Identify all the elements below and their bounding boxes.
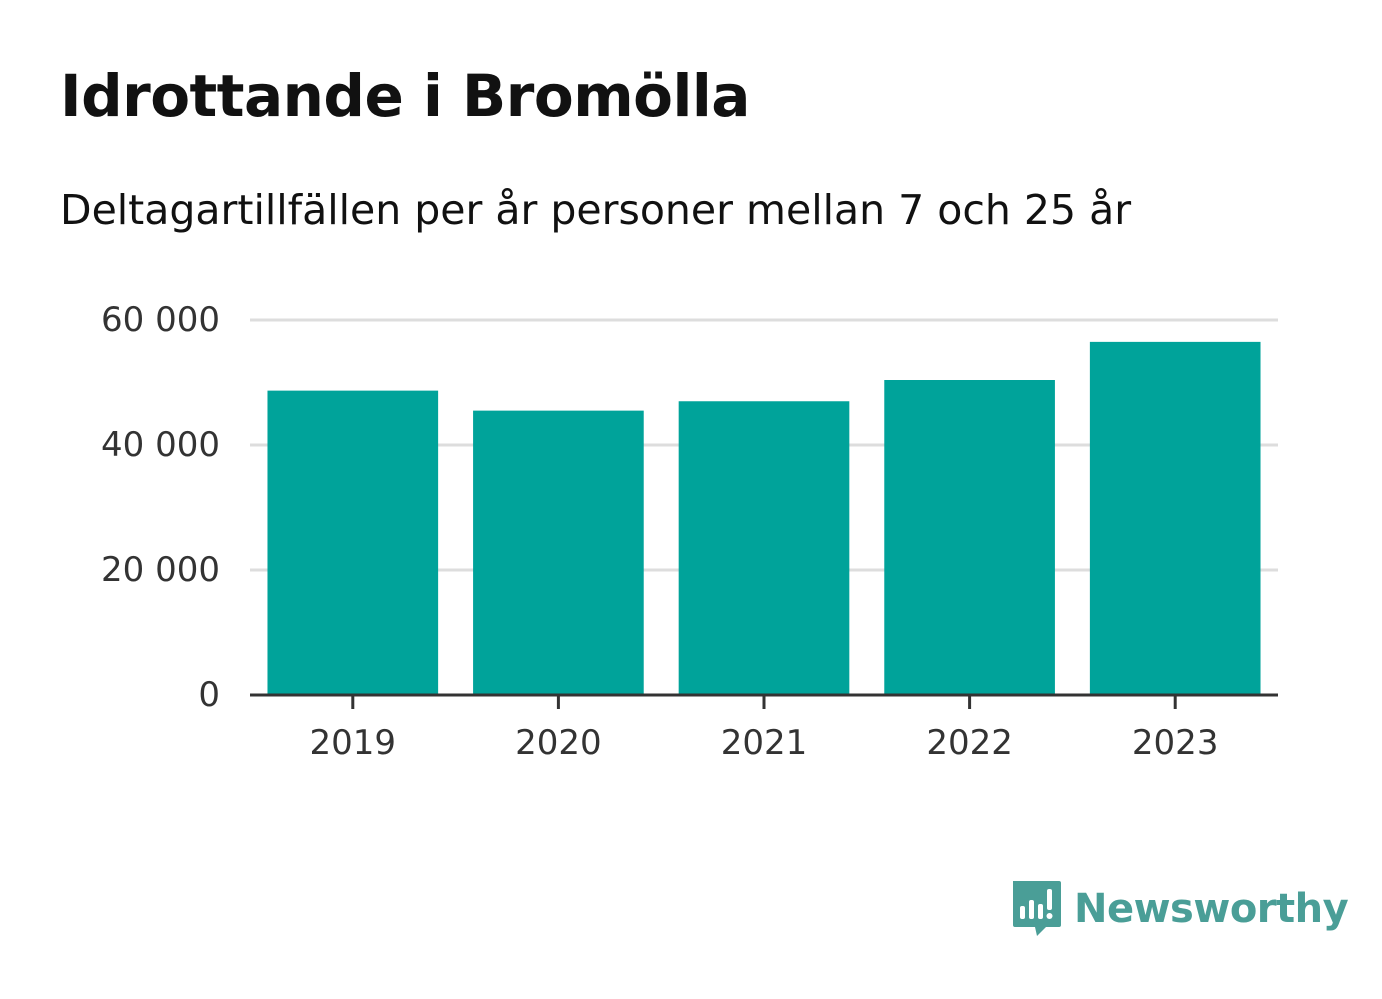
bar: [884, 380, 1055, 695]
x-tick-label: 2022: [926, 723, 1013, 763]
x-tick-label: 2020: [515, 723, 602, 763]
brand-logo: Newsworthy: [1010, 876, 1349, 942]
brand-name: Newsworthy: [1074, 886, 1349, 932]
chart-title: Idrottande i Bromölla: [60, 62, 750, 130]
x-tick-label: 2019: [310, 723, 397, 763]
newsworthy-logo-icon: [1013, 881, 1061, 936]
y-tick-label: 40 000: [101, 425, 220, 465]
tick-labels: 0 20 000 40 000 60 000 2019 2020 2021 2022 2023: [101, 300, 1218, 763]
x-tick-label: 2023: [1132, 723, 1219, 763]
bar: [473, 410, 644, 695]
axes: [250, 693, 1278, 709]
y-tick-label: 0: [198, 675, 220, 715]
y-tick-label: 60 000: [101, 300, 220, 340]
chart-subtitle: Deltagartillfällen per år personer mella…: [60, 186, 1132, 234]
y-tick-label: 20 000: [101, 550, 220, 590]
x-tick-label: 2021: [721, 723, 808, 763]
bar: [1089, 341, 1261, 695]
bar: [267, 390, 439, 695]
bars: [267, 341, 1261, 695]
bar: [678, 401, 850, 695]
